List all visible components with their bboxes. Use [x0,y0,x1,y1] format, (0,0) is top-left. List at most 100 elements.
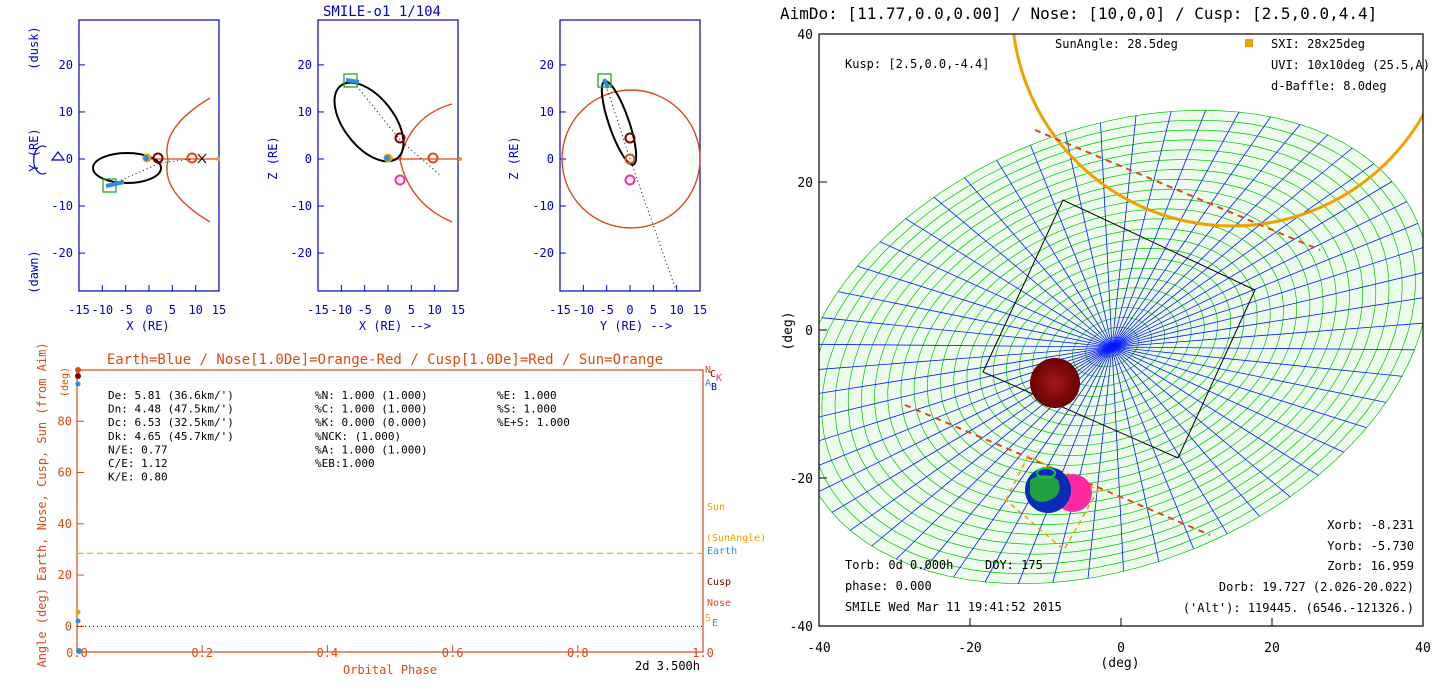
phase-stat: %E+S: 1.000 [497,416,570,429]
fov-spoke [1111,346,1387,403]
orbit-panel-yz-magnetopause [561,89,701,229]
fov-spoke [923,346,1113,570]
fov-spoke [1111,111,1172,348]
orbit-panel-xy-sun [216,157,220,161]
orbit-panel-xz-kusp [394,174,406,186]
fov-spoke [952,346,1113,578]
fov-spoke [1111,116,1272,348]
sky-plot-sun-ring [1012,34,1423,228]
orbit-ytick-label: 20 [540,58,554,72]
phase-stat: %S: 1.000 [497,403,557,416]
marker-c [75,373,81,379]
sky-ytick-label: 0 [805,324,813,339]
orbit-ytick-label: 10 [298,105,312,119]
phase-stat: %K: 0.000 (0.000) [315,416,428,429]
corner-label-b: B [711,382,717,393]
phase-plot-edge-markers [75,367,82,654]
orbit-panel-xz-xlabel: X (RE) --> [359,319,431,333]
phase-stat: K/E: 0.80 [108,471,168,484]
fov-spoke [1111,322,1423,348]
phase-xtick-label: 0.2 [191,646,213,660]
orbit-panel-xz-magnetopause [399,103,453,223]
fov-spoke [933,196,1113,348]
right-label-nose: Nose [707,598,731,609]
phase-plot-time: 2d 3.500h [635,659,700,673]
sky-plot: AimDo: [11.77,0.0,0.00] / Nose: [10,0,0]… [780,4,1431,671]
marker-e-bottom [76,648,82,654]
fov-spoke [984,346,1113,583]
sky-plot-xlabel: (deg) [1100,656,1139,671]
fov-spoke [1030,144,1113,348]
fov-spoke [879,241,1113,348]
marker-e [75,618,81,624]
fov-spoke [1052,346,1113,583]
phase-plot-ylabel: Angle (deg) Earth, Nose, Cusp, Sun (from… [35,342,49,667]
sky-plot-alt: ('Alt'): 119445. (6546.-121326.) [1183,601,1414,615]
orbit-ytick-label: 0 [66,152,73,166]
sky-plot-yorb: Yorb: -5.730 [1327,539,1414,553]
phase-plot-ylabel-unit: (deg) [60,367,71,397]
phase-plot-stats-col3: %E: 1.000%S: 1.000%E+S: 1.000 [497,389,570,429]
sky-xtick-label: -40 [807,641,830,656]
orbit-xtick-label: -10 [91,303,113,317]
fov-spoke [1111,346,1345,453]
phase-plot-yticks: 0 20 40 60 80 [58,414,84,633]
fov-spoke [819,346,1113,370]
orbit-xtick-label: -15 [549,303,571,317]
orbit-ytick-label: -10 [532,199,554,213]
sky-xtick-label: -20 [958,641,981,656]
sky-xtick-label: 40 [1415,641,1431,656]
phase-stat: %E: 1.000 [497,389,557,402]
orbit-xtick-label: 5 [169,303,176,317]
phase-stat: N/E: 0.77 [108,443,168,456]
fov-spoke [1111,223,1419,348]
orbit-panel-xz-ylabel: Z (RE) [266,136,280,179]
corner-label-c: C [710,369,716,380]
phase-plot-xticks: 0.00.20.40.60.81.0 [66,645,714,660]
fov-spoke [1111,346,1194,550]
figure-title: SMILE-o1 1/104 [323,4,441,20]
orbit-panel-yz-ylabel: Z (RE) [507,136,521,179]
orbit-panel-xy-dawn: (dawn) [27,250,41,293]
phase-ytick-label: 20 [58,568,72,582]
fov-spoke [1111,346,1228,535]
orbit-panel-xz-nose [427,152,439,164]
sky-plot-earth-land [1030,475,1060,502]
phase-xtick-label: 1.0 [692,646,714,660]
right-label-sunangle: (SunAngle) [706,533,766,544]
right-label-cusp: Cusp [707,577,731,588]
orbit-panel-xy-nose [186,152,198,164]
sky-xtick-label: 20 [1264,641,1280,656]
orbit-panel-xy-ylabel: Y (RE) [27,128,41,171]
sky-plot-fov-grid [819,109,1423,585]
orbit-panel-yz-yticks: -20 -10 0 10 20 [532,58,566,260]
corner-label-a: A [705,378,711,389]
phase-ytick-label: 60 [58,466,72,480]
fov-spoke [1111,147,1353,348]
phase-plot-stats-col2: %N: 1.000 (1.000)%C: 1.000 (1.000)%K: 0.… [315,389,428,470]
orbit-panel-yz-xlabel: Y (RE) --> [600,319,672,333]
orbit-panel-xy-magnetopause [166,97,211,223]
fov-spoke [1111,346,1403,377]
sky-ytick-label: -40 [790,620,813,635]
phase-stat: %N: 1.000 (1.000) [315,389,428,402]
orbit-xtick-label: -15 [307,303,329,317]
orbit-panel-xy-dusk: (dusk) [27,26,41,69]
sky-plot-xticks: -40 -20 0 20 40 [807,618,1431,656]
sky-plot-torb: Torb: 0d 0.000h [845,558,953,572]
sky-plot-legend-baffle: d-Baffle: 8.0deg [1271,79,1387,93]
fov-spoke [1111,115,1137,348]
orbit-ytick-label: -10 [290,199,312,213]
sky-plot-xorb: Xorb: -8.231 [1327,518,1414,532]
orbit-panel-yz-track [604,81,677,291]
fov-spoke [1111,346,1291,498]
orbit-ytick-label: 10 [540,105,554,119]
fov-spoke [1111,163,1375,348]
marker-s [75,609,81,615]
phase-plot: Earth=Blue / Nose[1.0De]=Orange-Red / Cu… [35,342,766,677]
fov-spoke [837,291,1113,348]
phase-plot-frame [76,369,704,653]
